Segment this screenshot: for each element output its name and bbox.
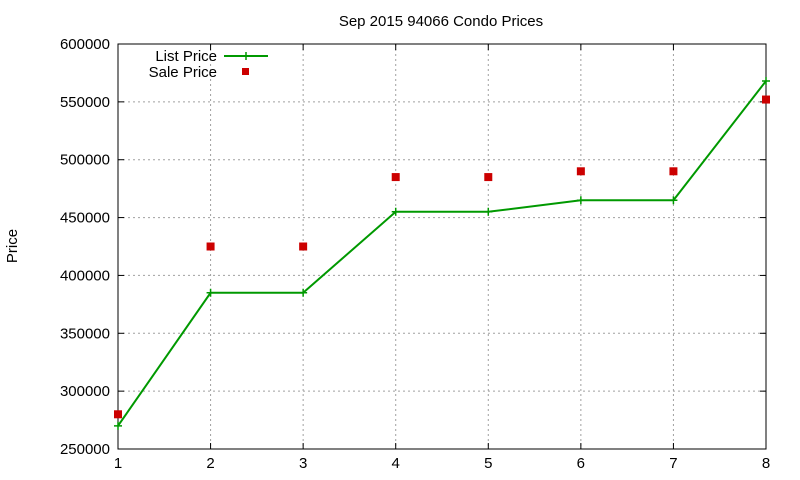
y-tick-label: 400000 (60, 267, 110, 284)
x-tick-label: 8 (762, 455, 770, 472)
sale-price-point (576, 167, 585, 176)
x-tick-label: 7 (669, 455, 677, 472)
list-price-point (576, 196, 585, 205)
x-tick-label: 4 (392, 455, 400, 472)
series-layer (114, 77, 770, 430)
x-tick-label: 2 (206, 455, 214, 472)
list-price-point (484, 207, 493, 216)
sale-price-point (762, 95, 770, 104)
list-price-point (114, 421, 122, 430)
legend: List Price Sale Price (149, 48, 268, 81)
y-tick-label: 550000 (60, 94, 110, 111)
y-tick-label: 600000 (60, 36, 110, 53)
y-axis-label: Price (4, 229, 21, 263)
y-tick-label: 500000 (60, 152, 110, 169)
x-tick-label: 6 (577, 455, 585, 472)
y-tick-label: 300000 (60, 383, 110, 400)
axis-ticks (117, 43, 767, 450)
list-price-point (299, 288, 308, 297)
x-tick-label: 5 (484, 455, 492, 472)
list-price-point (669, 196, 678, 205)
plot-frame (117, 43, 767, 450)
sale-price-point (669, 167, 678, 176)
sale-price-point (114, 410, 122, 419)
legend-label-list-price: List Price (155, 48, 217, 65)
x-tick-label: 1 (114, 455, 122, 472)
grid-lines (118, 44, 766, 449)
sale-price-point (484, 173, 493, 182)
x-tick-label: 3 (299, 455, 307, 472)
y-axis-tick-labels: 250000 300000 350000 400000 450000 500000 5500… (60, 36, 110, 458)
legend-marker-sale-price (242, 68, 249, 75)
legend-label-sale-price: Sale Price (149, 64, 217, 81)
list-price-point (391, 207, 400, 216)
legend-marker-list-price (242, 52, 250, 60)
list-price-point (206, 288, 215, 297)
list-price-point (762, 77, 770, 86)
sale-price-point (206, 242, 215, 251)
sale-price-point (299, 242, 308, 251)
y-tick-label: 350000 (60, 325, 110, 342)
list-price-line (117, 80, 767, 427)
y-tick-label: 250000 (60, 441, 110, 458)
chart-title: Sep 2015 94066 Condo Prices (339, 13, 543, 30)
sale-price-point (391, 173, 400, 182)
x-axis-tick-labels: 1 2 3 4 5 6 7 8 (114, 455, 770, 472)
y-tick-label: 450000 (60, 210, 110, 227)
